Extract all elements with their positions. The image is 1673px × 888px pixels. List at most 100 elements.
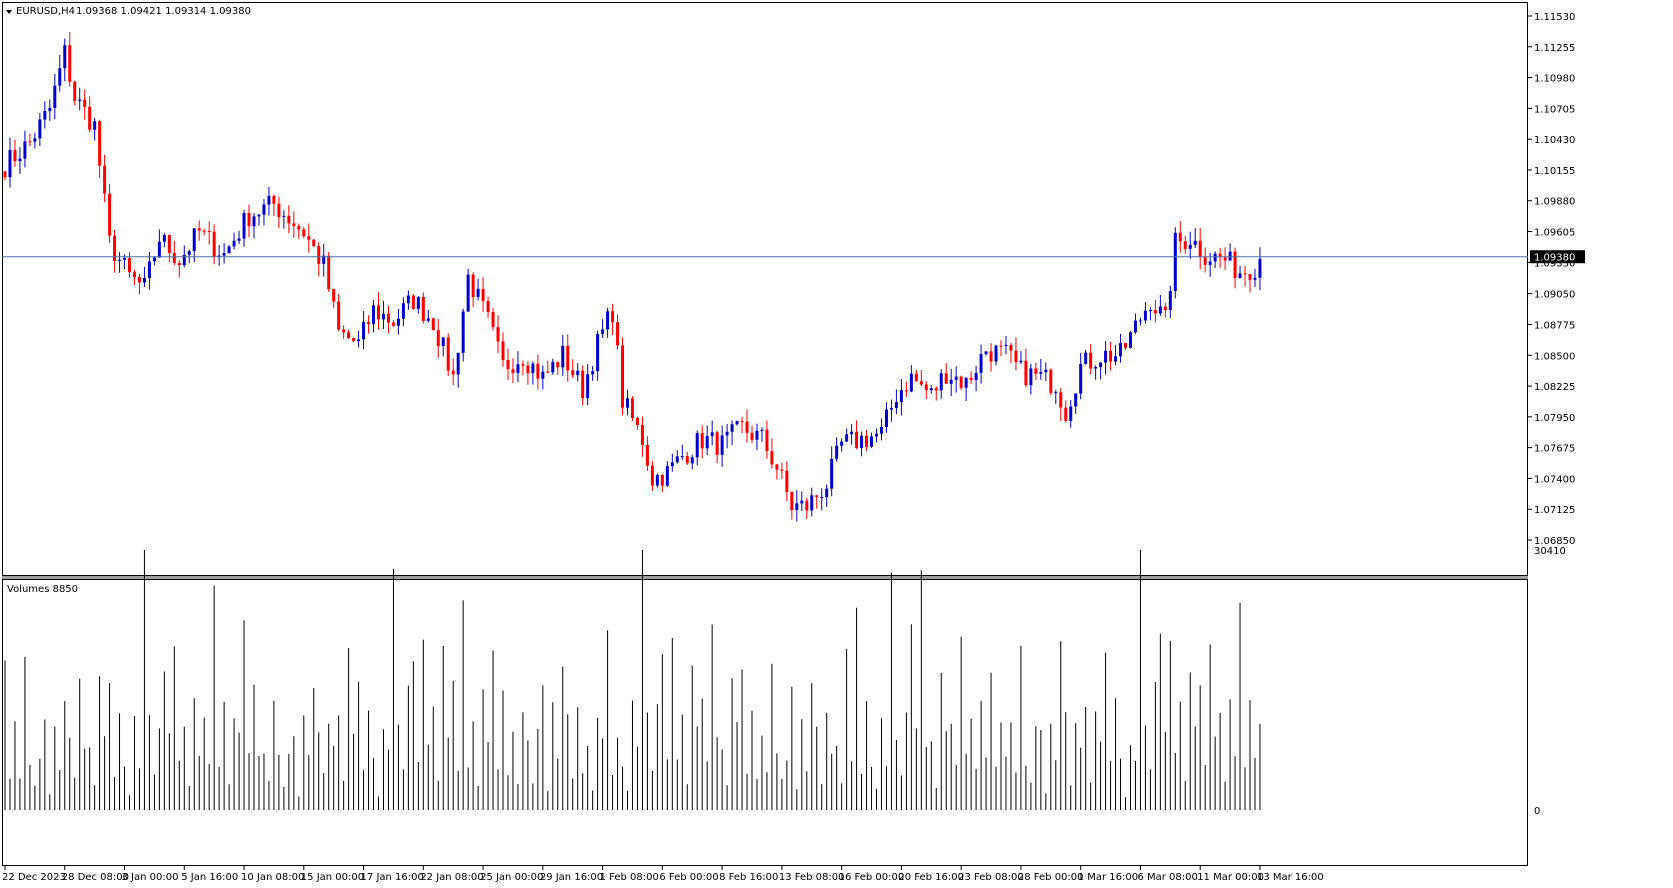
candle-body — [461, 311, 465, 353]
candle — [302, 227, 306, 238]
candle-body — [1233, 251, 1237, 279]
candle — [840, 438, 844, 452]
candle-body — [989, 351, 993, 362]
candle — [391, 320, 395, 327]
candle — [860, 431, 864, 457]
candle — [675, 450, 679, 464]
candle — [93, 117, 97, 141]
candle-body — [68, 45, 72, 82]
current-price-tag: 1.09380 — [1530, 250, 1585, 264]
candle-body — [132, 272, 136, 278]
candle — [357, 330, 361, 348]
candle-body — [242, 213, 246, 239]
candle — [645, 436, 649, 471]
candle-body — [660, 474, 664, 486]
candle-body — [750, 432, 754, 440]
candle — [1099, 362, 1103, 380]
candle-body — [367, 322, 371, 325]
candle-body — [466, 274, 470, 312]
volume-series — [4, 550, 1261, 810]
time-tick-label: 5 Jan 16:00 — [181, 872, 238, 883]
candle — [297, 223, 301, 239]
candle — [830, 446, 834, 497]
price-tick-label: 1.10980 — [1534, 74, 1575, 85]
candle — [416, 295, 420, 314]
candle-body — [770, 451, 774, 465]
candle-body — [197, 228, 201, 231]
candle-body — [357, 339, 361, 342]
candle — [964, 377, 968, 401]
candle — [372, 300, 376, 333]
candle — [227, 245, 231, 254]
candle-body — [680, 456, 684, 458]
candle-body — [292, 223, 296, 227]
candle-body — [1019, 360, 1023, 362]
candle-body — [670, 462, 674, 467]
candle-body — [317, 246, 321, 264]
candle-body — [959, 376, 963, 388]
candle — [1213, 251, 1217, 268]
candle — [1188, 231, 1192, 259]
candle-body — [725, 431, 729, 436]
candle-body — [1253, 277, 1257, 280]
candle-body — [944, 373, 948, 384]
candle — [596, 330, 600, 381]
candle — [381, 301, 385, 329]
candle — [8, 137, 12, 188]
candle — [43, 101, 47, 129]
candle — [1074, 393, 1078, 414]
candle-body — [1173, 232, 1177, 292]
candle-body — [884, 409, 888, 427]
candle — [924, 381, 928, 400]
candle — [98, 119, 102, 179]
candle-body — [909, 373, 913, 392]
volume-tick-label: 0 — [1534, 806, 1540, 817]
candle — [1258, 247, 1262, 291]
candle-body — [187, 251, 191, 255]
candle-body — [596, 333, 600, 372]
candle-body — [1138, 320, 1142, 322]
candle-body — [23, 141, 27, 159]
candle-body — [152, 257, 156, 262]
candle — [546, 360, 550, 373]
candle — [780, 462, 784, 480]
candle — [785, 461, 789, 502]
candle-body — [227, 246, 231, 253]
candle — [999, 340, 1003, 357]
candle — [879, 418, 883, 441]
candle-body — [655, 474, 659, 486]
candle-body — [118, 259, 122, 261]
candle-body — [421, 297, 425, 321]
candle-body — [840, 441, 844, 446]
candle-body — [740, 421, 744, 423]
candle-body — [1069, 406, 1073, 421]
candle — [197, 220, 201, 241]
candle-body — [715, 432, 719, 455]
triangle-down-icon[interactable] — [6, 10, 12, 14]
candle — [1094, 365, 1098, 380]
candle — [1153, 300, 1157, 323]
candle — [665, 461, 669, 487]
candle-body — [919, 381, 923, 385]
candle — [630, 396, 634, 421]
candle — [352, 337, 356, 343]
candle-body — [924, 384, 928, 391]
panel-separator[interactable] — [2, 576, 1528, 579]
candle-body — [810, 495, 814, 511]
candle-body — [1203, 257, 1207, 265]
candle-body — [1084, 352, 1088, 364]
candle — [670, 453, 674, 472]
volumes-label: Volumes 8850 — [7, 584, 78, 595]
candle — [212, 224, 216, 265]
candle-body — [795, 503, 799, 511]
candle-body — [1158, 306, 1162, 314]
time-tick-label: 13 Feb 08:00 — [779, 872, 845, 883]
candle — [1138, 317, 1142, 326]
candle-body — [606, 311, 610, 330]
candle-body — [352, 338, 356, 342]
candle — [496, 315, 500, 354]
candle — [1034, 362, 1038, 380]
candle-body — [745, 421, 749, 433]
candle — [132, 269, 136, 285]
candle — [277, 197, 281, 229]
